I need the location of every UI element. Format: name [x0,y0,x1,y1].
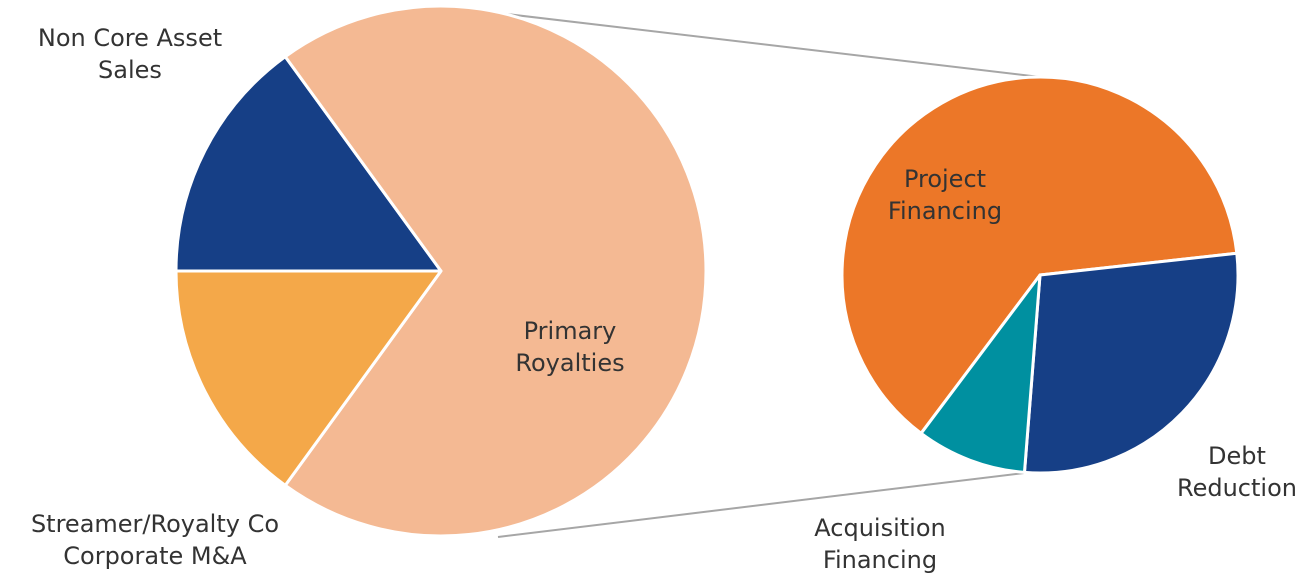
slice-label: Acquisition Financing [814,514,946,574]
slice-label: Streamer/Royalty Co Corporate M&A [30,510,280,570]
slice-label: Non Core Asset Sales [37,24,223,84]
pie-slice [174,269,443,487]
connector-line [497,472,1025,538]
slice-label: Primary Royalties [515,317,625,377]
pie-slice [283,4,708,538]
connector-line [497,12,1041,78]
slice-label: Project Financing [887,165,1003,225]
pie-slice [1022,251,1240,475]
pie-slice [174,55,443,273]
pie-slice [919,273,1042,474]
pie-slice [840,75,1239,435]
slice-label: Debt Reduction [1177,442,1297,502]
